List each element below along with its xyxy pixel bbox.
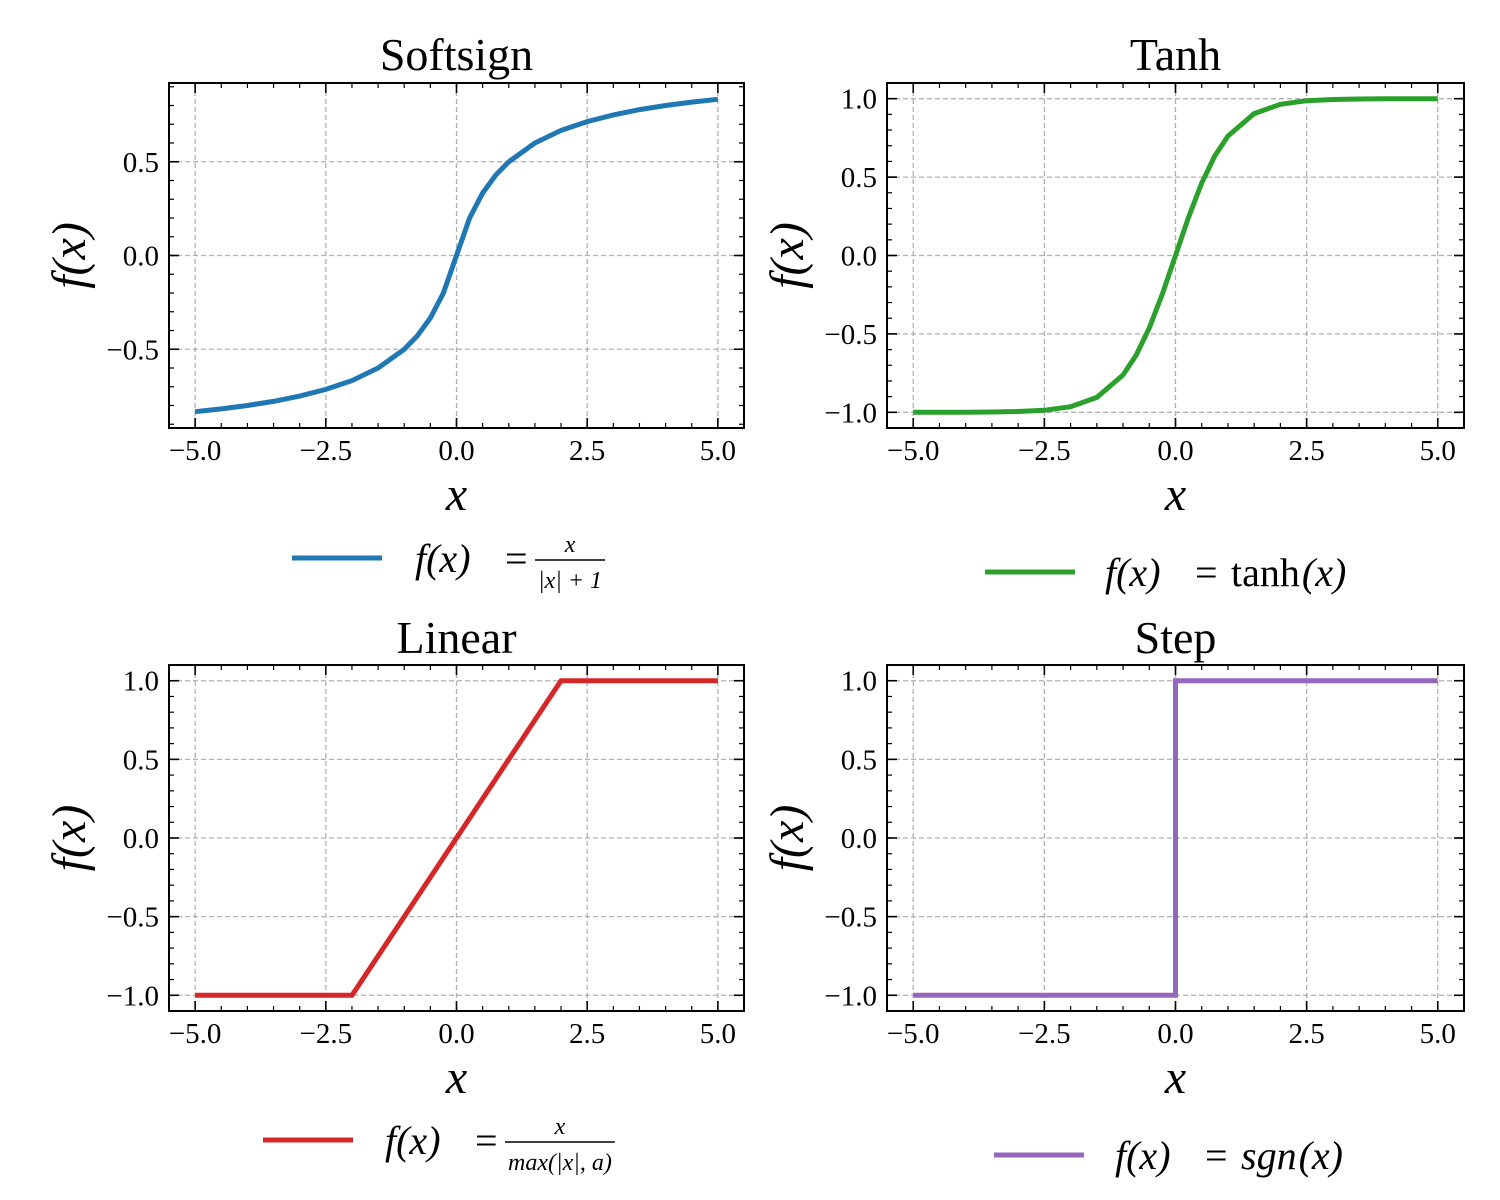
legend-equals: = bbox=[505, 536, 528, 581]
x-tick-label: −2.5 bbox=[1018, 1018, 1071, 1050]
y-tick-label: 1.0 bbox=[841, 666, 877, 698]
x-tick-label: 2.5 bbox=[569, 435, 605, 467]
y-tick-label: 1.0 bbox=[841, 84, 877, 116]
x-tick-label: −2.5 bbox=[1018, 435, 1071, 467]
y-tick-label: 1.0 bbox=[123, 666, 159, 698]
x-tick-label: 2.5 bbox=[1289, 435, 1325, 467]
legend-arg: (x) bbox=[1302, 550, 1346, 595]
x-axis-label: x bbox=[1164, 1051, 1186, 1104]
legend: f(x) = |x| + 1 x bbox=[292, 532, 606, 594]
y-tick-label: −1.0 bbox=[106, 980, 159, 1012]
plot-frame bbox=[886, 664, 1465, 1012]
y-tick-label: 0.5 bbox=[123, 147, 159, 179]
legend-numerator: x bbox=[554, 1114, 566, 1140]
x-tick-label: 0.0 bbox=[438, 435, 474, 467]
legend-equals: = bbox=[1205, 1133, 1228, 1178]
x-tick-label: 5.0 bbox=[700, 435, 736, 467]
chart-panel-step: −5.0 −2.5 0.0 2.5 5.0−1.0−0.50.00.51.0Stepxf… bbox=[761, 612, 1465, 1178]
x-tick-label: 5.0 bbox=[1420, 435, 1456, 467]
y-tick-label: 0.0 bbox=[123, 241, 159, 273]
plot-frame bbox=[886, 82, 1465, 429]
legend-func: sgn bbox=[1241, 1133, 1297, 1178]
y-tick-label: 0.5 bbox=[841, 744, 877, 776]
legend: f(x) = max(|x|, a) x bbox=[263, 1114, 615, 1176]
series-line-linear bbox=[195, 678, 718, 998]
chart-panel-softsign: −5.0 −2.5 0.0 2.5 5.0−0.50.00.5Softsignxf(x)… bbox=[43, 29, 745, 594]
plot-frame bbox=[168, 82, 745, 429]
legend-func: tanh bbox=[1231, 550, 1300, 595]
y-axis-label: f(x) bbox=[43, 222, 96, 289]
y-tick-label: −0.5 bbox=[824, 319, 877, 351]
x-axis-label: x bbox=[445, 468, 467, 521]
legend: f(x) = tanh (x) bbox=[985, 550, 1346, 595]
y-tick-label: 0.5 bbox=[841, 162, 877, 194]
y-tick-label: 0.0 bbox=[841, 823, 877, 855]
y-tick-label: −1.0 bbox=[824, 397, 877, 429]
legend-equals: = bbox=[475, 1118, 498, 1163]
x-tick-label: −5.0 bbox=[169, 435, 222, 467]
legend-prefix: f(x) bbox=[1115, 1133, 1171, 1178]
x-tick-label: 5.0 bbox=[700, 1018, 736, 1050]
legend-prefix: f(x) bbox=[1105, 550, 1161, 595]
chart-title: Linear bbox=[396, 612, 516, 663]
x-tick-label: −5.0 bbox=[887, 435, 940, 467]
x-tick-label: 5.0 bbox=[1420, 1018, 1456, 1050]
chart-title: Softsign bbox=[380, 29, 533, 80]
legend-arg: (x) bbox=[1299, 1133, 1343, 1178]
legend-denominator: |x| + 1 bbox=[538, 568, 602, 594]
legend-prefix: f(x) bbox=[415, 536, 471, 581]
legend-prefix: f(x) bbox=[385, 1118, 441, 1163]
chart-title: Step bbox=[1135, 612, 1217, 663]
y-tick-label: −0.5 bbox=[106, 334, 159, 366]
series-line-softsign bbox=[194, 96, 719, 415]
y-tick-label: −0.5 bbox=[824, 902, 877, 934]
legend: f(x) = sgn (x) bbox=[994, 1133, 1343, 1178]
y-tick-label: 0.0 bbox=[123, 823, 159, 855]
x-tick-label: −5.0 bbox=[887, 1018, 940, 1050]
x-axis-label: x bbox=[1164, 468, 1186, 521]
x-tick-label: 0.0 bbox=[1157, 435, 1193, 467]
x-tick-label: 2.5 bbox=[569, 1018, 605, 1050]
plot-frame bbox=[168, 664, 745, 1012]
series-line-tanh bbox=[913, 96, 1438, 415]
legend-denominator: max(|x|, a) bbox=[508, 1150, 612, 1176]
y-axis-label: f(x) bbox=[761, 222, 814, 289]
x-tick-label: −2.5 bbox=[300, 435, 353, 467]
x-tick-label: 0.0 bbox=[438, 1018, 474, 1050]
y-axis-label: f(x) bbox=[43, 805, 96, 872]
y-axis-label: f(x) bbox=[761, 805, 814, 872]
chart-title: Tanh bbox=[1130, 29, 1221, 80]
x-axis-label: x bbox=[445, 1051, 467, 1104]
chart-panel-linear: −5.0 −2.5 0.0 2.5 5.0 −1.0 −0.5 0.0 0.5 1.0 Linear… bbox=[43, 612, 745, 1176]
legend-equals: = bbox=[1195, 550, 1218, 595]
x-tick-label: 2.5 bbox=[1289, 1018, 1325, 1050]
chart-panel-tanh: −5.0 −2.5 0.0 2.5 5.0−1.0−0.50.00.51.0Tanhxf… bbox=[761, 29, 1465, 595]
legend-numerator: x bbox=[564, 532, 576, 558]
y-tick-label: 0.0 bbox=[841, 241, 877, 273]
y-tick-label: 0.5 bbox=[123, 744, 159, 776]
x-tick-label: −5.0 bbox=[169, 1018, 222, 1050]
x-tick-label: 0.0 bbox=[1157, 1018, 1193, 1050]
series-line-step bbox=[913, 678, 1438, 998]
x-tick-label: −2.5 bbox=[300, 1018, 353, 1050]
y-tick-label: −0.5 bbox=[106, 902, 159, 934]
y-tick-label: −1.0 bbox=[824, 980, 877, 1012]
